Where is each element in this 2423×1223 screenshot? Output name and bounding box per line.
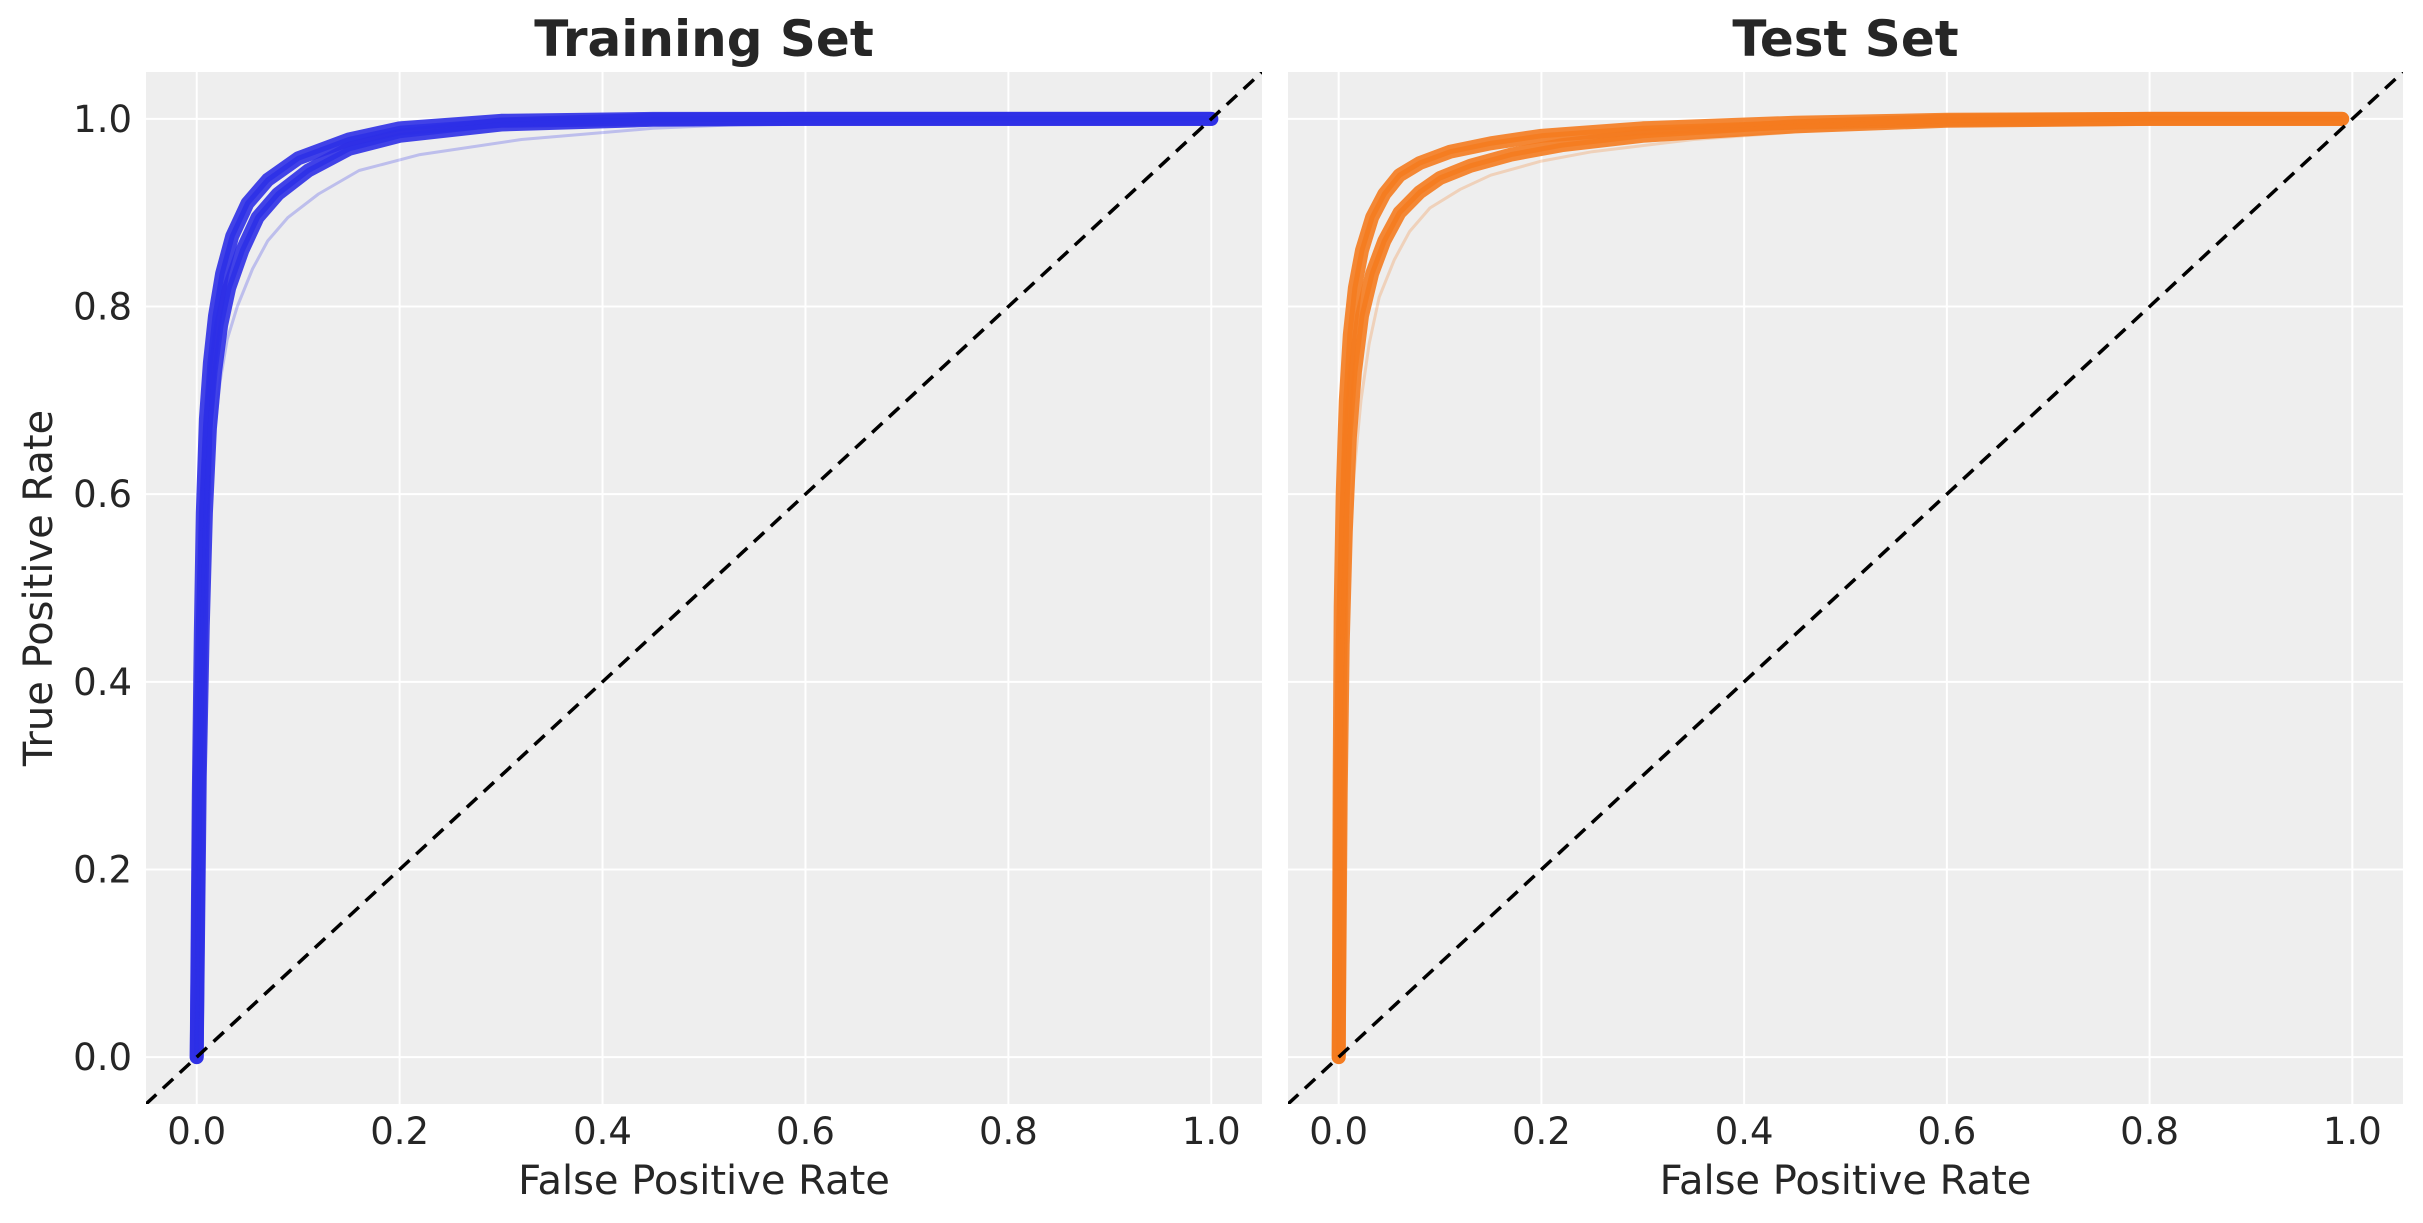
roc-curve — [195, 117, 1212, 1058]
x-tick-label: 0.2 — [370, 1110, 429, 1153]
x-tick-label: 0.2 — [1512, 1110, 1571, 1153]
panel-title: Training Set — [534, 10, 874, 68]
x-tick-label: 0.0 — [1309, 1110, 1368, 1153]
panel-2: 0.0 0.2 0.4 0.6 0.8 1.0 Test Set False Positive… — [1288, 10, 2403, 1204]
roc-curve — [1336, 116, 2343, 1058]
x-tick-label: 0.0 — [167, 1110, 226, 1153]
x-axis-label: False Positive Rate — [518, 1158, 890, 1204]
y-tick-label: 0.2 — [73, 848, 132, 891]
y-tick-label: 0.6 — [73, 473, 132, 516]
chance-diagonal — [1288, 72, 2403, 1104]
x-tick-label: 1.0 — [2323, 1110, 2382, 1153]
roc-curves — [189, 111, 1219, 1065]
y-tick-label: 0.0 — [73, 1036, 132, 1079]
roc-curves — [1331, 111, 2350, 1065]
x-tick-label: 0.8 — [2120, 1110, 2179, 1153]
roc-curve — [1336, 116, 2343, 1058]
chance-diagonal — [146, 72, 1262, 1104]
y-tick-label: 0.4 — [73, 661, 132, 704]
roc-curve — [1337, 117, 2343, 1058]
y-axis-label: True Positive Rate — [16, 410, 62, 767]
x-tick-label: 0.4 — [573, 1110, 632, 1153]
y-tick-label: 1.0 — [73, 98, 132, 141]
panel-1: 0.0 0.2 0.4 0.6 0.8 1.0 0.0 0.2 0.4 0.6 0.8 1.0 Trai… — [16, 10, 1262, 1204]
x-tick-label: 0.8 — [979, 1110, 1038, 1153]
x-tick-label: 0.4 — [1715, 1110, 1774, 1153]
x-tick-label: 0.6 — [1917, 1110, 1976, 1153]
panel-title: Test Set — [1732, 10, 1958, 68]
y-tick-label: 0.8 — [73, 286, 132, 329]
x-axis-label: False Positive Rate — [1660, 1158, 2032, 1204]
x-tick-label: 1.0 — [1182, 1110, 1241, 1153]
roc-curve — [194, 116, 1212, 1058]
x-tick-label: 0.6 — [776, 1110, 835, 1153]
